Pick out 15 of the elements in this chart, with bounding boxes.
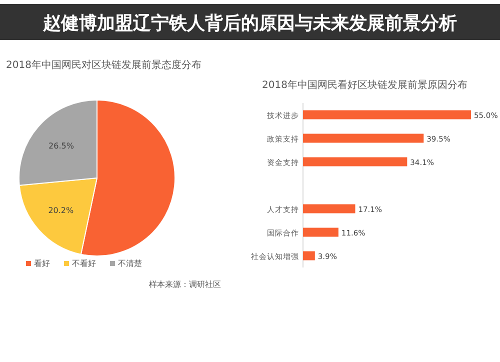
chart-title: 2018年中国网民看好区块链发展前景原因分布 (262, 79, 468, 91)
bar (303, 134, 424, 143)
text: 赵健博加盟辽宁铁人背后的原因与未来发展前景分析 (42, 13, 457, 34)
bar (303, 157, 408, 166)
bar (303, 251, 315, 260)
chart-title: 2018年中国网民对区块链发展前景态度分布 (6, 59, 202, 71)
bar (303, 204, 356, 214)
text: 样本来源：调研社区 (149, 280, 221, 289)
legend-label: 不清楚 (118, 259, 142, 268)
legend-label: 不看好 (72, 259, 96, 268)
bar (303, 228, 338, 237)
data-label: 26.5% (48, 141, 74, 150)
data-label: 20.2% (48, 206, 74, 216)
legend-label: 看好 (34, 259, 50, 268)
bar (303, 110, 471, 120)
